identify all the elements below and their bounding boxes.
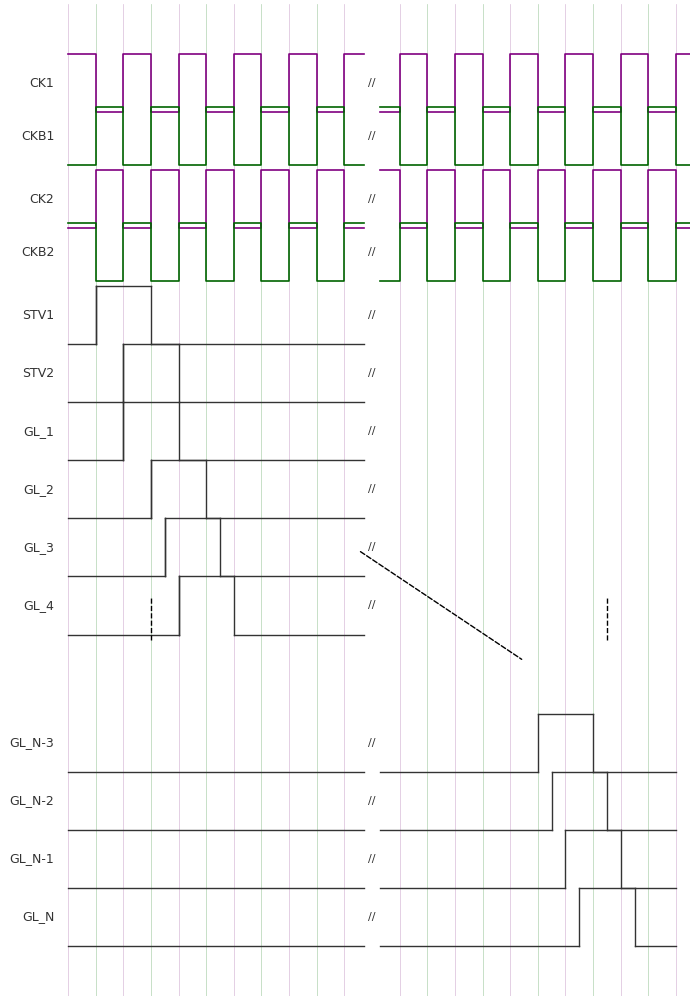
Text: CK1: CK1 [29, 77, 54, 90]
Text: //: // [369, 194, 375, 204]
Text: //: // [369, 247, 375, 257]
Text: //: // [369, 426, 375, 436]
Text: //: // [369, 368, 375, 378]
Text: GL_N-1: GL_N-1 [10, 852, 54, 865]
Text: //: // [369, 542, 375, 552]
Text: STV1: STV1 [22, 309, 54, 322]
Text: //: // [369, 796, 375, 806]
Text: //: // [369, 484, 375, 494]
Text: GL_3: GL_3 [24, 541, 54, 554]
Text: GL_1: GL_1 [24, 425, 54, 438]
Text: CK2: CK2 [29, 193, 54, 206]
Text: //: // [369, 600, 375, 610]
Text: GL_2: GL_2 [24, 483, 54, 496]
Text: //: // [369, 912, 375, 922]
Text: //: // [369, 854, 375, 864]
Text: //: // [369, 78, 375, 88]
Text: //: // [369, 310, 375, 320]
Text: GL_N-2: GL_N-2 [10, 794, 54, 807]
Text: CKB2: CKB2 [21, 246, 54, 259]
Text: GL_4: GL_4 [24, 599, 54, 612]
Text: //: // [369, 738, 375, 748]
Text: GL_N-3: GL_N-3 [10, 736, 54, 749]
Text: GL_N: GL_N [22, 910, 54, 923]
Text: CKB1: CKB1 [21, 130, 54, 143]
Text: //: // [369, 131, 375, 141]
Text: STV2: STV2 [22, 367, 54, 380]
